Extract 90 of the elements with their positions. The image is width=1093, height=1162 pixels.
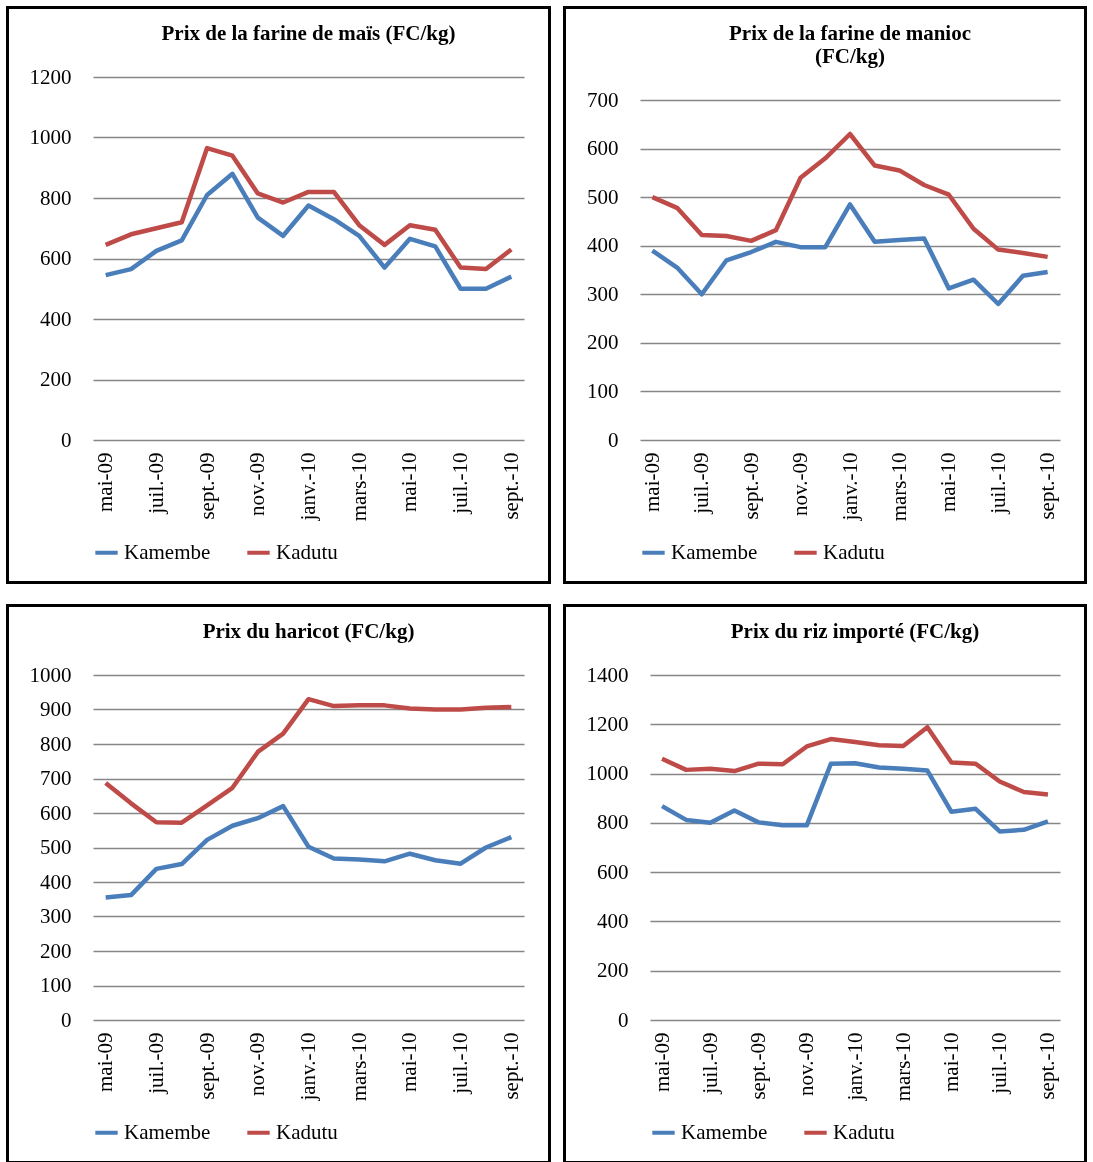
- x-tick-label: nov.-09: [794, 1032, 819, 1096]
- x-tick-label: janv.-10: [842, 1032, 867, 1102]
- y-tick-label: 500: [40, 835, 72, 859]
- x-tick-label: mars-10: [346, 1032, 371, 1102]
- line-series: [659, 760, 1051, 834]
- line-series: [103, 803, 514, 900]
- x-tick-label: nov.-09: [788, 452, 813, 516]
- y-tick-label: 200: [597, 958, 629, 983]
- x-tick-label: sept.-10: [1035, 1032, 1060, 1100]
- y-tick-label: 100: [587, 378, 619, 403]
- y-tick-label: 200: [587, 330, 619, 355]
- y-tick-label: 500: [587, 184, 619, 209]
- y-tick-label: 0: [61, 1007, 72, 1032]
- line-series: [103, 171, 514, 291]
- x-tick-label: juil.-10: [985, 452, 1010, 515]
- legend-label: Kamembe: [671, 539, 758, 564]
- y-tick-label: 600: [587, 136, 619, 161]
- y-tick-label: 600: [40, 246, 72, 270]
- x-tick-label: juil.-09: [689, 452, 714, 515]
- x-tick-label: janv.-10: [837, 452, 862, 522]
- y-tick-label: 400: [587, 233, 619, 258]
- x-tick-label: nov.-09: [245, 1032, 270, 1096]
- y-tick-label: 1000: [29, 662, 72, 687]
- line-series: [650, 202, 1050, 307]
- legend-label: Kamembe: [124, 1119, 211, 1144]
- x-tick-label: sept.-10: [1035, 452, 1060, 520]
- y-tick-label: 400: [597, 908, 629, 933]
- x-tick-label: juil.-09: [143, 452, 168, 515]
- y-tick-label: 600: [40, 800, 72, 825]
- legend-label: Kadutu: [276, 539, 339, 564]
- y-tick-label: 300: [40, 904, 72, 928]
- x-tick-label: sept.-10: [498, 452, 523, 520]
- chart-title: Prix du riz importé (FC/kg): [730, 619, 980, 643]
- x-tick-label: sept.-10: [498, 1032, 523, 1100]
- y-tick-label: 1200: [586, 711, 629, 736]
- x-tick-label: mai-09: [649, 1032, 674, 1092]
- legend-label: Kamembe: [124, 539, 211, 564]
- x-tick-label: mai-10: [397, 1032, 422, 1092]
- x-tick-label: mai-09: [93, 452, 118, 512]
- y-tick-label: 1400: [586, 662, 629, 687]
- x-tick-label: juil.-10: [987, 1032, 1012, 1095]
- y-tick-label: 900: [40, 697, 72, 721]
- x-tick-label: sept.-09: [746, 1032, 771, 1100]
- x-tick-label: juil.-10: [448, 452, 473, 515]
- chart-title: Prix du haricot (FC/kg): [202, 619, 415, 643]
- y-tick-label: 400: [40, 869, 72, 894]
- y-tick-label: 1000: [29, 125, 72, 149]
- x-tick-label: mai-10: [936, 452, 961, 512]
- x-tick-label: nov.-09: [245, 452, 270, 516]
- x-tick-label: mai-10: [397, 452, 422, 512]
- y-tick-label: 1200: [29, 64, 72, 89]
- legend-label: Kadutu: [276, 1119, 339, 1144]
- x-tick-label: mars-10: [890, 1032, 915, 1102]
- x-tick-label: mai-09: [93, 1032, 118, 1092]
- y-tick-label: 700: [587, 87, 619, 112]
- y-tick-label: 1000: [586, 761, 629, 786]
- x-tick-label: mars-10: [886, 452, 911, 522]
- y-tick-label: 200: [40, 938, 72, 963]
- x-tick-label: sept.-09: [194, 1032, 219, 1100]
- x-tick-label: mai-09: [639, 452, 664, 512]
- line-series: [103, 696, 514, 825]
- legend-label: Kamembe: [681, 1119, 768, 1144]
- legend-label: Kadutu: [823, 539, 886, 564]
- y-tick-label: 700: [40, 766, 72, 790]
- x-tick-label: juil.-09: [143, 1032, 168, 1095]
- x-tick-label: mars-10: [346, 452, 371, 522]
- x-tick-label: juil.-10: [448, 1032, 473, 1095]
- y-tick-label: 300: [587, 281, 619, 306]
- y-tick-label: 800: [40, 185, 72, 210]
- line-series: [103, 145, 514, 272]
- y-tick-label: 100: [40, 973, 72, 997]
- x-tick-label: sept.-09: [194, 452, 219, 520]
- x-tick-label: sept.-09: [738, 452, 763, 520]
- y-tick-label: 0: [608, 427, 619, 452]
- chart-title: Prix de la farine de manioc (FC/kg): [728, 21, 972, 68]
- y-tick-label: 800: [40, 731, 72, 756]
- y-tick-label: 600: [597, 859, 629, 884]
- x-tick-label: juil.-09: [697, 1032, 722, 1095]
- line-series: [659, 724, 1051, 797]
- legend-label: Kadutu: [833, 1119, 896, 1144]
- chart-title: Prix de la farine de maïs (FC/kg): [161, 21, 456, 45]
- x-tick-label: mai-10: [938, 1032, 963, 1092]
- y-tick-label: 0: [61, 427, 72, 452]
- y-tick-label: 400: [40, 306, 72, 331]
- y-tick-label: 200: [40, 367, 72, 391]
- y-tick-label: 0: [618, 1007, 629, 1032]
- x-tick-label: janv.-10: [296, 1032, 320, 1102]
- x-tick-label: janv.-10: [296, 452, 320, 522]
- y-tick-label: 800: [597, 810, 629, 835]
- line-series: [650, 131, 1050, 260]
